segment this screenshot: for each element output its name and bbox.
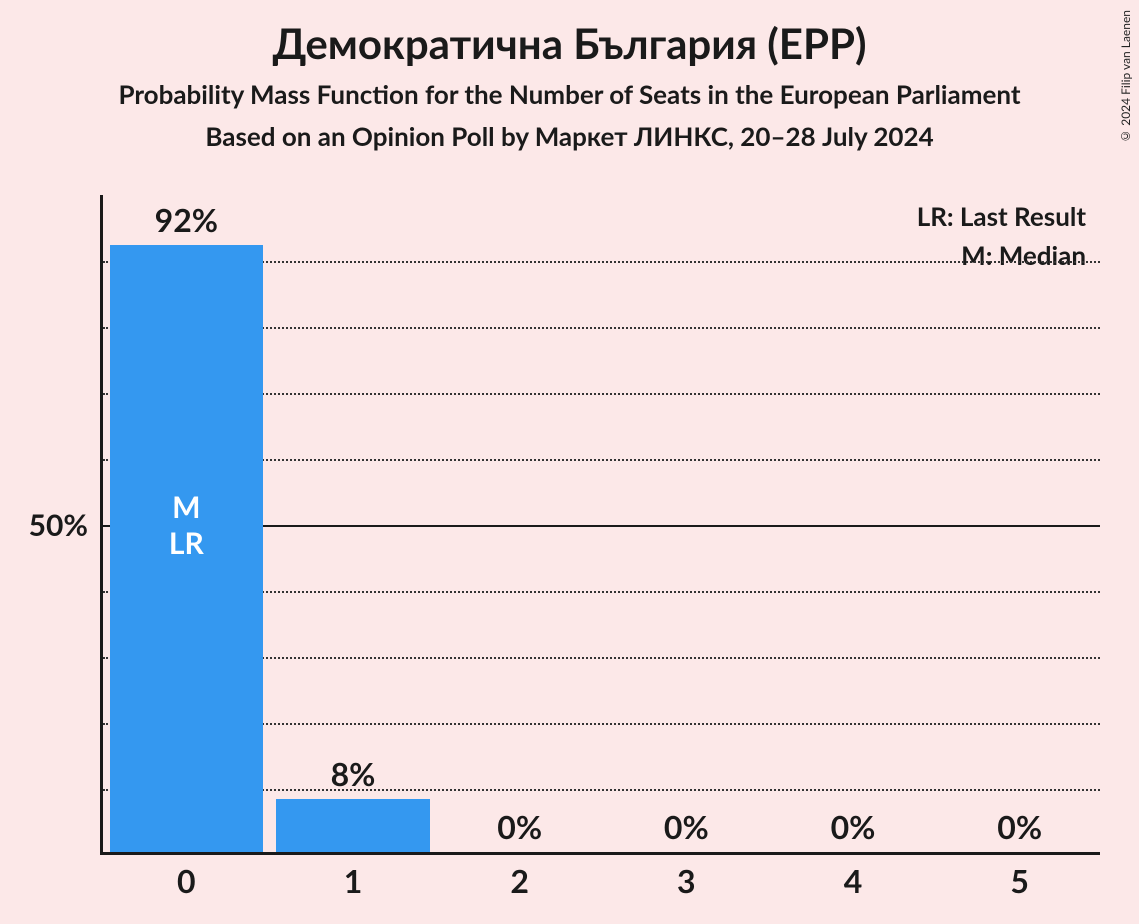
- x-axis-label: 1: [344, 861, 363, 900]
- legend-lr: LR: Last Result: [917, 197, 1086, 236]
- plot-area: LR: Last Result M: Median 92%0MLR8%10%20…: [100, 195, 1100, 855]
- x-axis-label: 2: [510, 861, 529, 900]
- legend: LR: Last Result M: Median: [917, 197, 1086, 275]
- chart-subtitle-1: Probability Mass Function for the Number…: [0, 78, 1139, 110]
- copyright-text: © 2024 Filip van Laenen: [1118, 10, 1133, 144]
- bar: [276, 799, 429, 852]
- bar-value-label: 0%: [497, 807, 542, 846]
- chart-area: LR: Last Result M: Median 92%0MLR8%10%20…: [0, 165, 1139, 885]
- x-axis-label: 3: [677, 861, 696, 900]
- x-axis-label: 0: [177, 861, 196, 900]
- x-axis-label: 5: [1010, 861, 1029, 900]
- bar-value-label: 0%: [997, 807, 1042, 846]
- chart-header: Демократична България (EPP) Probability …: [0, 0, 1139, 152]
- legend-m: M: Median: [917, 236, 1086, 275]
- y-axis-label: 50%: [0, 507, 88, 543]
- chart-subtitle-2: Based on an Opinion Poll by Маркет ЛИНКС…: [0, 120, 1139, 152]
- bar-value-label: 0%: [831, 807, 876, 846]
- bar-value-label: 92%: [155, 200, 218, 239]
- bar-value-label: 0%: [664, 807, 709, 846]
- chart-title: Демократична България (EPP): [0, 18, 1139, 68]
- x-axis-label: 4: [844, 861, 863, 900]
- bar-annotation: MLR: [169, 489, 204, 561]
- bar-value-label: 8%: [331, 754, 376, 793]
